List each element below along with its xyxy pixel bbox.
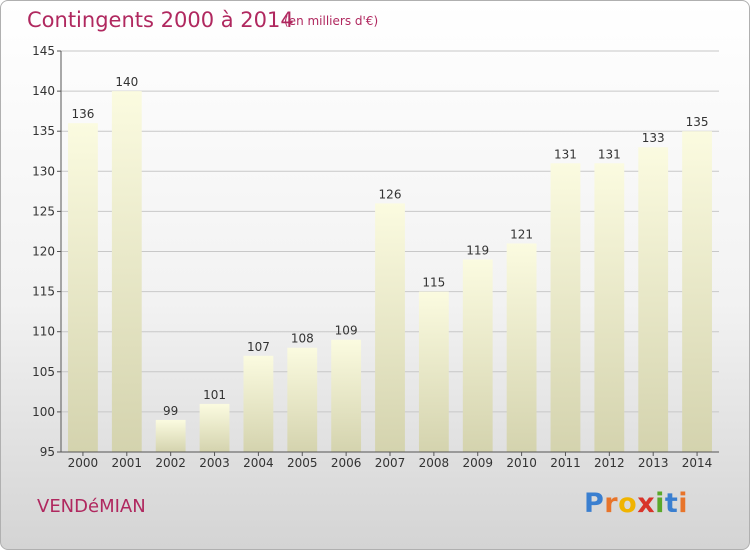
x-tick-label: 2004	[243, 456, 274, 470]
x-tick-label: 2011	[550, 456, 581, 470]
x-tick-label: 2006	[331, 456, 362, 470]
data-label: 140	[115, 75, 138, 89]
data-label: 131	[598, 147, 621, 161]
bar	[550, 163, 581, 452]
data-label: 115	[422, 276, 445, 290]
bar	[462, 259, 493, 452]
data-label: 99	[163, 404, 178, 418]
y-tick-label: 110	[32, 325, 55, 339]
chart-title: Contingents 2000 à 2014	[27, 8, 294, 32]
bar	[682, 131, 712, 452]
proxiti-logo: Proxiti	[584, 488, 688, 519]
x-tick-label: 2002	[155, 456, 186, 470]
x-tick-label: 2009	[462, 456, 493, 470]
bar	[68, 123, 98, 453]
bar	[199, 403, 230, 452]
y-tick-label: 100	[32, 405, 55, 419]
logo-letter: i	[655, 488, 665, 519]
commune-name: VENDéMIAN	[37, 496, 146, 517]
x-tick-label: 2010	[506, 456, 537, 470]
y-tick-label: 130	[32, 164, 55, 178]
chart-subtitle: (en milliers d'€)	[284, 14, 379, 28]
data-label: 119	[466, 244, 489, 258]
y-tick-label: 145	[32, 44, 55, 58]
logo-letter: x	[637, 488, 656, 519]
y-tick-label: 115	[32, 285, 55, 299]
x-tick-label: 2014	[682, 456, 713, 470]
x-tick-label: 2003	[199, 456, 230, 470]
y-tick-label: 95	[40, 445, 55, 459]
x-tick-label: 2008	[419, 456, 450, 470]
y-tick-label: 120	[32, 245, 55, 259]
bar	[111, 91, 142, 452]
data-label: 107	[247, 340, 270, 354]
data-label: 109	[335, 324, 358, 338]
x-tick-label: 2007	[375, 456, 406, 470]
logo-letter: o	[618, 488, 638, 519]
bar	[331, 339, 362, 452]
logo-letter: r	[604, 488, 619, 519]
bar	[418, 291, 449, 452]
logo-letter: P	[584, 488, 605, 519]
x-tick-label: 2001	[112, 456, 143, 470]
bar	[594, 163, 625, 452]
data-label: 131	[554, 147, 577, 161]
y-tick-label: 125	[32, 204, 55, 218]
logo-letter: t	[664, 488, 679, 519]
bar	[375, 203, 405, 452]
bar	[155, 419, 186, 452]
data-label: 126	[379, 187, 402, 201]
bar	[506, 243, 537, 452]
y-tick-label: 135	[32, 124, 55, 138]
y-tick-label: 140	[32, 84, 55, 98]
data-label: 135	[686, 115, 709, 129]
x-tick-label: 2000	[68, 456, 99, 470]
data-label: 121	[510, 227, 533, 241]
y-tick-label: 105	[32, 365, 55, 379]
x-tick-label: 2012	[594, 456, 625, 470]
x-tick-label: 2013	[638, 456, 669, 470]
data-label: 101	[203, 388, 226, 402]
bar	[638, 147, 669, 453]
data-label: 133	[642, 131, 665, 145]
bar	[243, 355, 274, 452]
bar	[287, 347, 318, 452]
x-tick-label: 2005	[287, 456, 318, 470]
data-label: 136	[71, 107, 94, 121]
data-label: 108	[291, 332, 314, 346]
logo-letter: i	[678, 488, 689, 519]
